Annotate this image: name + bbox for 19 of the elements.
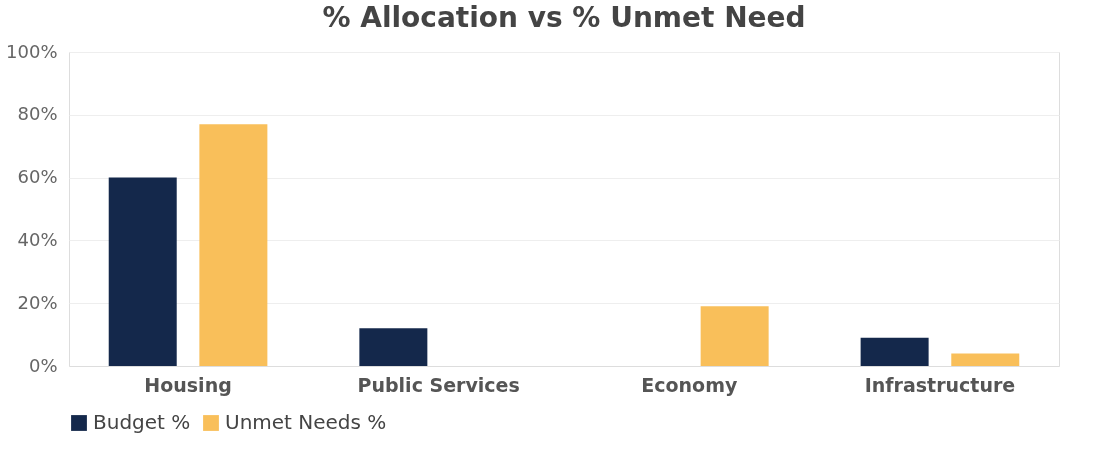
bar	[860, 337, 929, 366]
y-tick-label: 20%	[17, 291, 58, 313]
x-tick-label: Infrastructure	[864, 373, 1016, 396]
y-tick-label: 0%	[28, 354, 58, 376]
bar	[359, 328, 428, 366]
legend-label: Budget %	[93, 410, 191, 434]
y-tick-label: 40%	[17, 228, 58, 250]
y-tick-label: 80%	[17, 103, 58, 125]
bar	[951, 353, 1020, 366]
x-tick-label: Public Services	[357, 373, 520, 396]
y-tick-label: 60%	[17, 166, 58, 188]
legend-label: Unmet Needs %	[225, 410, 387, 434]
x-tick-label: Economy	[641, 373, 738, 396]
bar	[108, 177, 177, 366]
x-tick-label: Housing	[144, 373, 232, 396]
y-tick-label: 100%	[6, 40, 58, 62]
bar	[199, 124, 268, 366]
chart-title: % Allocation vs % Unmet Need	[322, 1, 806, 34]
bar	[700, 306, 769, 366]
